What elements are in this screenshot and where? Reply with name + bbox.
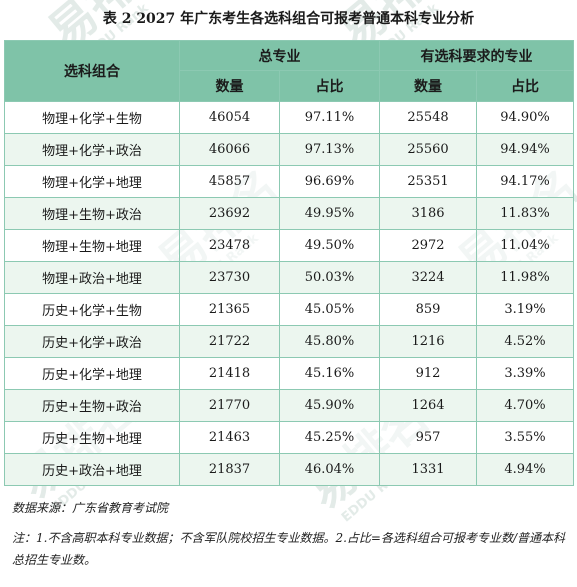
selection-analysis-table: 选科组合 总专业 有选科要求的专业 数量 占比 数量 占比 物理+化学+生物 46…	[4, 40, 574, 486]
total-ratio-cell: 96.69%	[279, 165, 380, 198]
header-required-ratio: 占比	[476, 70, 574, 102]
total-count-cell: 46054	[179, 101, 280, 134]
table-row: 历史+化学+生物 21365 45.05% 859 3.19%	[4, 293, 574, 326]
required-ratio-cell: 11.98%	[476, 261, 574, 294]
required-count-cell: 25560	[379, 133, 477, 166]
total-count-cell: 21770	[179, 389, 280, 422]
table-row: 历史+化学+地理 21418 45.16% 912 3.39%	[4, 357, 574, 390]
required-ratio-cell: 94.17%	[476, 165, 574, 198]
table-row: 历史+化学+政治 21722 45.80% 1216 4.52%	[4, 325, 574, 358]
total-count-cell: 21463	[179, 421, 280, 454]
total-count-cell: 45857	[179, 165, 280, 198]
required-ratio-cell: 4.52%	[476, 325, 574, 358]
combo-cell: 历史+政治+地理	[4, 453, 180, 486]
required-count-cell: 3224	[379, 261, 477, 294]
combo-cell: 物理+化学+地理	[4, 165, 180, 198]
total-ratio-cell: 45.80%	[279, 325, 380, 358]
table-row: 物理+化学+地理 45857 96.69% 25351 94.17%	[4, 165, 574, 198]
total-count-cell: 21418	[179, 357, 280, 390]
total-count-cell: 23730	[179, 261, 280, 294]
required-ratio-cell: 94.94%	[476, 133, 574, 166]
table-row: 物理+生物+地理 23478 49.50% 2972 11.04%	[4, 229, 574, 262]
required-ratio-cell: 4.94%	[476, 453, 574, 486]
data-source-note: 数据来源：广东省教育考试院	[12, 501, 169, 515]
required-ratio-cell: 11.04%	[476, 229, 574, 262]
required-count-cell: 957	[379, 421, 477, 454]
combo-cell: 历史+化学+生物	[4, 293, 180, 326]
header-total-group: 总专业	[179, 40, 380, 71]
total-ratio-cell: 97.11%	[279, 101, 380, 134]
required-count-cell: 912	[379, 357, 477, 390]
total-ratio-cell: 45.25%	[279, 421, 380, 454]
required-ratio-cell: 3.19%	[476, 293, 574, 326]
table-row: 物理+政治+地理 23730 50.03% 3224 11.98%	[4, 261, 574, 294]
footnote: 注：1.不含高职本科专业数据；不含军队院校招生专业数据。2.占比=各选科组合可报…	[12, 531, 565, 567]
combo-cell: 物理+生物+地理	[4, 229, 180, 262]
table-row: 历史+生物+地理 21463 45.25% 957 3.55%	[4, 421, 574, 454]
total-count-cell: 21837	[179, 453, 280, 486]
combo-cell: 物理+政治+地理	[4, 261, 180, 294]
total-count-cell: 21722	[179, 325, 280, 358]
header-combo: 选科组合	[4, 40, 180, 102]
total-ratio-cell: 97.13%	[279, 133, 380, 166]
required-count-cell: 1216	[379, 325, 477, 358]
combo-cell: 历史+生物+地理	[4, 421, 180, 454]
combo-cell: 历史+生物+政治	[4, 389, 180, 422]
required-ratio-cell: 94.90%	[476, 101, 574, 134]
required-ratio-cell: 3.39%	[476, 357, 574, 390]
combo-cell: 历史+化学+政治	[4, 325, 180, 358]
total-ratio-cell: 45.16%	[279, 357, 380, 390]
required-count-cell: 3186	[379, 197, 477, 230]
combo-cell: 物理+生物+政治	[4, 197, 180, 230]
required-count-cell: 1331	[379, 453, 477, 486]
table-row: 物理+化学+政治 46066 97.13% 25560 94.94%	[4, 133, 574, 166]
total-ratio-cell: 45.05%	[279, 293, 380, 326]
required-ratio-cell: 11.83%	[476, 197, 574, 230]
header-total-count: 数量	[179, 70, 280, 102]
required-count-cell: 25351	[379, 165, 477, 198]
total-count-cell: 23692	[179, 197, 280, 230]
total-ratio-cell: 45.90%	[279, 389, 380, 422]
required-ratio-cell: 4.70%	[476, 389, 574, 422]
required-count-cell: 1264	[379, 389, 477, 422]
table-title: 表 2 2027 年广东考生各选科组合可报考普通本科专业分析	[102, 11, 475, 27]
total-ratio-cell: 50.03%	[279, 261, 380, 294]
header-required-count: 数量	[379, 70, 477, 102]
total-ratio-cell: 49.50%	[279, 229, 380, 262]
required-ratio-cell: 3.55%	[476, 421, 574, 454]
table-row: 物理+生物+政治 23692 49.95% 3186 11.83%	[4, 197, 574, 230]
header-required-group: 有选科要求的专业	[379, 40, 574, 71]
total-ratio-cell: 46.04%	[279, 453, 380, 486]
required-count-cell: 2972	[379, 229, 477, 262]
combo-cell: 物理+化学+政治	[4, 133, 180, 166]
combo-cell: 历史+化学+地理	[4, 357, 180, 390]
required-count-cell: 859	[379, 293, 477, 326]
total-count-cell: 23478	[179, 229, 280, 262]
table-row: 历史+生物+政治 21770 45.90% 1264 4.70%	[4, 389, 574, 422]
table-row: 历史+政治+地理 21837 46.04% 1331 4.94%	[4, 453, 574, 486]
combo-cell: 物理+化学+生物	[4, 101, 180, 134]
required-count-cell: 25548	[379, 101, 477, 134]
header-total-ratio: 占比	[279, 70, 380, 102]
total-count-cell: 46066	[179, 133, 280, 166]
table-row: 物理+化学+生物 46054 97.11% 25548 94.90%	[4, 101, 574, 134]
total-count-cell: 21365	[179, 293, 280, 326]
total-ratio-cell: 49.95%	[279, 197, 380, 230]
